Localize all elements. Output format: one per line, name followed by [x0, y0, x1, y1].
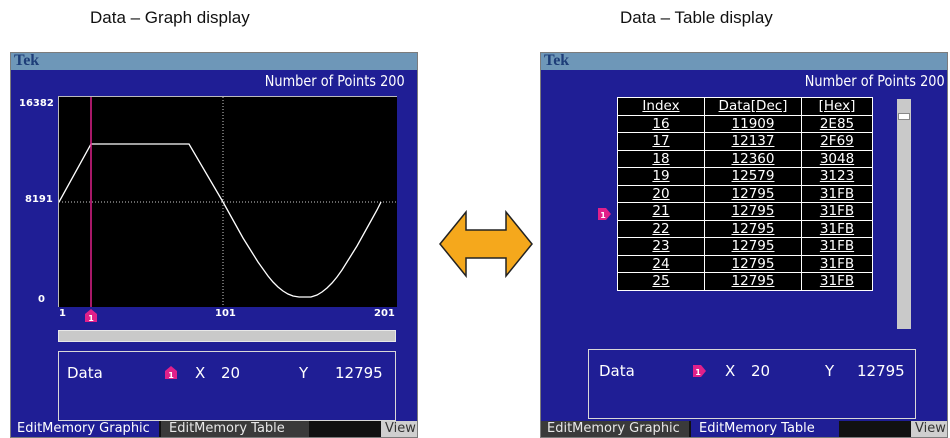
row-marker-icon[interactable]: 1: [598, 207, 612, 221]
header-hex: [Hex]: [801, 97, 873, 116]
tab-editmemory-graphic[interactable]: EditMemory Graphic: [11, 421, 159, 437]
waveform-svg: [58, 97, 397, 307]
x-label-mid: 101: [215, 308, 236, 319]
header-index: Index: [617, 97, 705, 116]
table-row[interactable]: 24 12795 31FB: [617, 254, 873, 273]
table-row[interactable]: 16 11909 2E85: [617, 114, 873, 133]
vertical-scrollbar-thumb[interactable]: [898, 113, 910, 120]
data-label: Data: [599, 362, 635, 380]
info-marker-icon: 1: [165, 366, 177, 380]
number-of-points-label: Number of Points: [805, 72, 917, 90]
tab-bar: EditMemory Graphic EditMemory Table View: [11, 421, 417, 437]
number-of-points-value: 200: [920, 72, 945, 90]
table-row[interactable]: 19 12579 3123: [617, 167, 873, 186]
data-info-box: Data 1 X 20 Y 12795: [58, 351, 396, 421]
table-row[interactable]: 18 12360 3048: [617, 149, 873, 168]
y-label-max: 16382: [19, 98, 54, 109]
info-marker-icon: 1: [693, 365, 706, 377]
header-data-dec: Data[Dec]: [704, 97, 802, 116]
y-label-min: 0: [38, 294, 45, 305]
waveform-trace: [58, 143, 382, 298]
title-bar: Tek: [11, 53, 417, 70]
tab-editmemory-graphic[interactable]: EditMemory Graphic: [541, 421, 689, 437]
view-button[interactable]: View: [381, 421, 417, 437]
x-label: X: [725, 362, 736, 380]
table-row-selected[interactable]: 20 12795 31FB: [617, 184, 873, 203]
graph-display-caption: Data – Graph display: [90, 8, 250, 27]
marker-label: 1: [88, 314, 94, 323]
x-value: 20: [221, 364, 241, 382]
y-label: Y: [299, 364, 309, 382]
table-header-row: Index Data[Dec] [Hex]: [617, 97, 873, 116]
table-row[interactable]: 25 12795 31FB: [617, 272, 873, 291]
tek-logo: Tek: [14, 52, 40, 69]
svg-text:1: 1: [168, 371, 174, 380]
vertical-scrollbar[interactable]: [897, 99, 911, 329]
number-of-points: Number of Points 200: [805, 72, 945, 90]
view-button[interactable]: View: [911, 421, 947, 437]
number-of-points-label: Number of Points: [265, 72, 377, 90]
data-info-box: Data 1 X 20 Y 12795: [588, 349, 916, 419]
marker-label: 1: [600, 211, 606, 220]
table-row[interactable]: 17 12137 2F69: [617, 132, 873, 151]
data-label: Data: [67, 364, 103, 382]
table-row[interactable]: 22 12795 31FB: [617, 219, 873, 238]
table-display-screen: Tek Number of Points 200 Index Data[Dec]…: [540, 52, 948, 438]
horizontal-scrollbar[interactable]: [58, 330, 396, 342]
table-row[interactable]: 21 12795 31FB: [617, 202, 873, 221]
x-value: 20: [751, 362, 771, 380]
data-table[interactable]: Index Data[Dec] [Hex] 16 11909 2E85 17 1213…: [617, 97, 873, 291]
tab-editmemory-table[interactable]: EditMemory Table: [691, 421, 839, 437]
table-row[interactable]: 23 12795 31FB: [617, 237, 873, 256]
double-headed-arrow-icon: [439, 209, 533, 279]
y-value: 12795: [335, 364, 383, 382]
tab-editmemory-table[interactable]: EditMemory Table: [161, 421, 309, 437]
number-of-points-value: 200: [380, 72, 405, 90]
graph-display-screen: Tek Number of Points 200 16382 8191 0 1 …: [10, 52, 418, 438]
cursor-marker-icon[interactable]: 1: [84, 309, 98, 323]
title-bar: Tek: [541, 53, 947, 70]
tek-logo: Tek: [544, 52, 570, 69]
svg-text:1: 1: [695, 368, 701, 377]
tab-bar: EditMemory Graphic EditMemory Table View: [541, 421, 947, 437]
waveform-plot[interactable]: [58, 96, 397, 307]
number-of-points: Number of Points 200: [265, 72, 405, 90]
y-label-mid: 8191: [25, 194, 53, 205]
x-label-end: 201: [374, 308, 395, 319]
y-value: 12795: [857, 362, 905, 380]
y-label: Y: [825, 362, 835, 380]
x-label: X: [195, 364, 206, 382]
table-display-caption: Data – Table display: [620, 8, 773, 27]
x-label-start: 1: [59, 308, 66, 319]
